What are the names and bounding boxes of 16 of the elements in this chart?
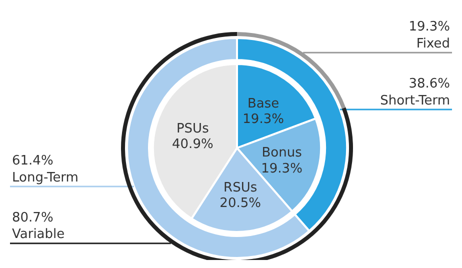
data-label: 19.3% <box>408 20 450 35</box>
data-label: 19.3% <box>261 161 302 176</box>
slice-label: Bonus <box>262 146 302 161</box>
data-label: 38.6% <box>408 76 450 92</box>
data-label: 61.4% <box>12 154 54 169</box>
slice-label: PSUs <box>176 121 210 136</box>
slice-label: Fixed <box>416 36 450 52</box>
slice-label: RSUs <box>224 180 258 196</box>
slice-label: Long-Term <box>12 170 78 186</box>
data-label: 19.3% <box>242 112 284 128</box>
slice-label: Short-Term <box>380 93 450 108</box>
slice-label: Base <box>248 96 280 112</box>
data-label: 80.7% <box>12 210 54 226</box>
data-label: 20.5% <box>220 196 261 212</box>
data-label: 40.9% <box>172 136 214 152</box>
slice-label: Variable <box>12 227 65 242</box>
